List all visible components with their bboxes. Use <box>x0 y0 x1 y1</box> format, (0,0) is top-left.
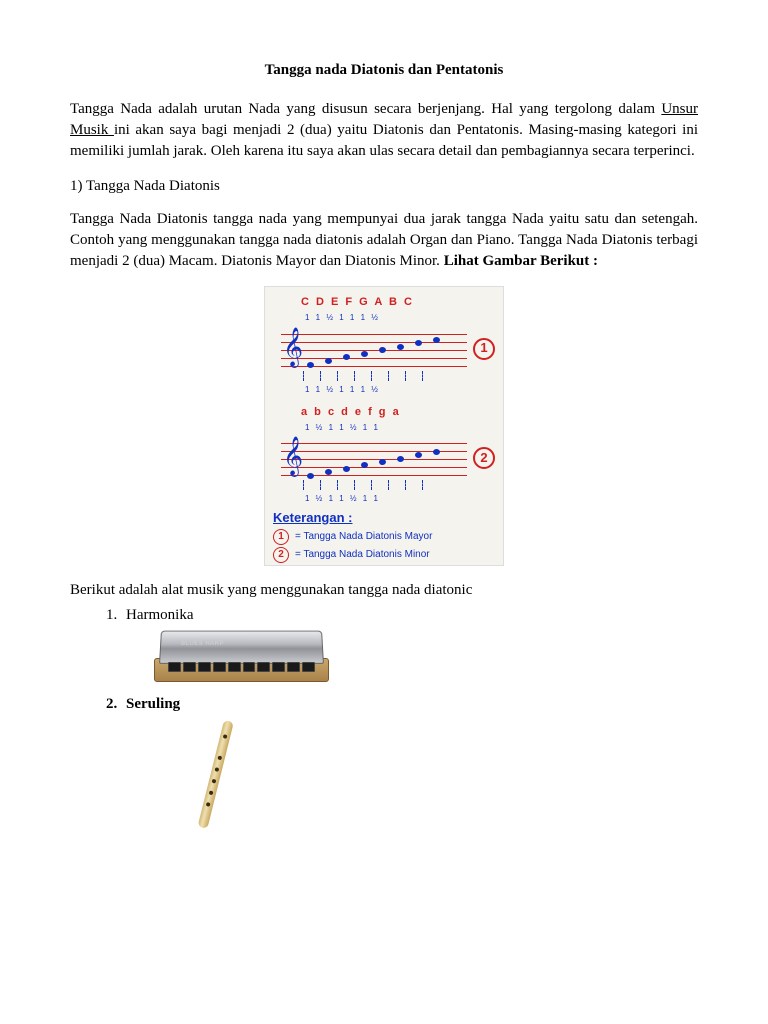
scale-1-intervals: 1 1 ½ 1 1 1 ½ <box>305 312 495 323</box>
item-1-label: Harmonika <box>126 607 193 623</box>
legend-text-1: = Tangga Nada Diatonis Mayor <box>295 530 432 544</box>
instrument-list: 1.Harmonika BLUES HARP 2.Seruling <box>106 605 698 831</box>
intro-text-2: ini akan saya bagi menjadi 2 (dua) yaitu… <box>70 122 698 159</box>
legend-circle-2: 2 <box>273 547 289 563</box>
diagram-container: C D E F G A B C 1 1 ½ 1 1 1 ½ 𝄞 1 1 <box>70 286 698 566</box>
harmonica-brand-label: BLUES HARP <box>181 640 224 648</box>
section-1-text: Tangga Nada Diatonis tangga nada yang me… <box>70 211 698 269</box>
item-2-num: 2. <box>106 694 126 715</box>
staff-1: 𝄞 1 <box>273 328 495 378</box>
scale-2-intervals-below: 1 ½ 1 1 ½ 1 1 <box>305 493 495 504</box>
scale-1-notes: C D E F G A B C <box>301 295 495 310</box>
scale-2-intervals: 1 ½ 1 1 ½ 1 1 <box>305 422 495 433</box>
intro-text-1: Tangga Nada adalah urutan Nada yang disu… <box>70 101 661 117</box>
harmonica-image: BLUES HARP <box>154 630 698 688</box>
scale-1-intervals-below: 1 1 ½ 1 1 1 ½ <box>305 384 495 395</box>
instruments-intro: Berikut adalah alat musik yang menggunak… <box>70 580 698 601</box>
staff-2: 𝄞 2 <box>273 437 495 487</box>
list-item-2: 2.Seruling <box>106 694 698 715</box>
item-2-label: Seruling <box>126 696 180 712</box>
scale-2-notes: a b c d e f g a <box>301 405 495 420</box>
list-item-1: 1.Harmonika <box>106 605 698 626</box>
legend-text-2: = Tangga Nada Diatonis Minor <box>295 548 430 562</box>
legend-title: Keterangan : <box>273 510 352 525</box>
intro-paragraph: Tangga Nada adalah urutan Nada yang disu… <box>70 99 698 162</box>
section-1-bold: Lihat Gambar Berikut : <box>444 253 598 269</box>
scale-diagram: C D E F G A B C 1 1 ½ 1 1 1 ½ 𝄞 1 1 <box>264 286 504 566</box>
treble-clef-icon: 𝄞 <box>283 330 303 364</box>
item-1-num: 1. <box>106 605 126 626</box>
flute-image <box>184 721 698 831</box>
section-1-body: Tangga Nada Diatonis tangga nada yang me… <box>70 209 698 272</box>
circle-2: 2 <box>473 447 495 469</box>
section-1-heading: 1) Tangga Nada Diatonis <box>70 176 698 197</box>
legend: Keterangan : 1 = Tangga Nada Diatonis Ma… <box>273 509 495 563</box>
page-title: Tangga nada Diatonis dan Pentatonis <box>70 60 698 81</box>
circle-1: 1 <box>473 338 495 360</box>
treble-clef-icon-2: 𝄞 <box>283 439 303 473</box>
legend-circle-1: 1 <box>273 529 289 545</box>
